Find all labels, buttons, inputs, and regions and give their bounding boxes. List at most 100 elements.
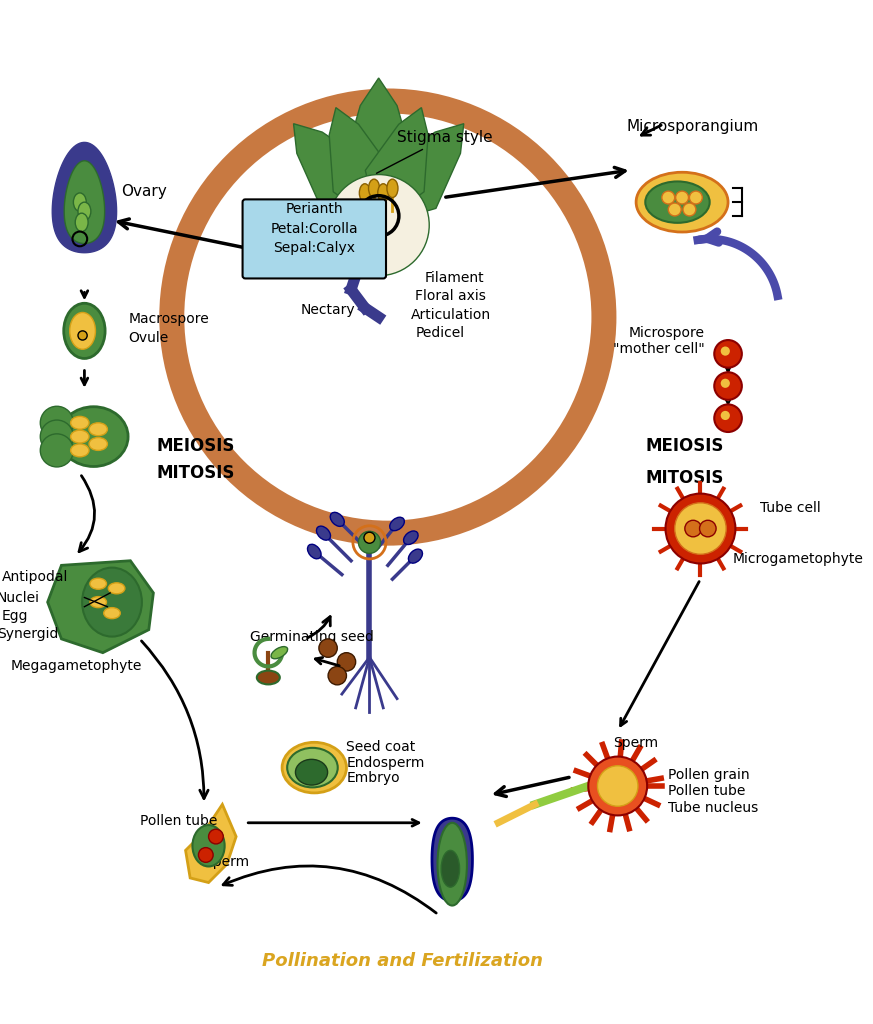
- Text: Stigma style: Stigma style: [376, 130, 492, 173]
- Ellipse shape: [78, 202, 91, 220]
- Polygon shape: [293, 124, 379, 225]
- Circle shape: [714, 340, 742, 368]
- Ellipse shape: [368, 179, 380, 198]
- Circle shape: [198, 848, 213, 862]
- Ellipse shape: [71, 430, 89, 443]
- Text: Pollen tube: Pollen tube: [669, 784, 746, 798]
- Circle shape: [40, 434, 73, 467]
- Text: Pollen tube: Pollen tube: [140, 814, 217, 827]
- Ellipse shape: [441, 850, 459, 887]
- Ellipse shape: [192, 825, 224, 866]
- Circle shape: [328, 667, 347, 685]
- Circle shape: [690, 191, 702, 204]
- Text: Embryo: Embryo: [347, 771, 400, 785]
- Ellipse shape: [89, 437, 107, 451]
- Ellipse shape: [645, 181, 710, 223]
- Ellipse shape: [71, 417, 89, 429]
- Text: Articulation: Articulation: [411, 308, 491, 322]
- Ellipse shape: [71, 444, 89, 457]
- Circle shape: [597, 766, 638, 806]
- Ellipse shape: [89, 423, 107, 435]
- Text: Pollination and Fertilization: Pollination and Fertilization: [262, 952, 543, 970]
- Ellipse shape: [64, 303, 105, 358]
- Text: Pollen grain: Pollen grain: [669, 768, 750, 781]
- Circle shape: [665, 494, 735, 563]
- Text: Germinating seed: Germinating seed: [250, 630, 374, 644]
- Circle shape: [721, 379, 730, 388]
- Text: Microgametophyte: Microgametophyte: [732, 552, 863, 565]
- Text: Tube cell: Tube cell: [760, 501, 821, 515]
- Text: Antipodal: Antipodal: [2, 570, 68, 584]
- Text: Sperm: Sperm: [204, 855, 249, 869]
- Text: Seed coat: Seed coat: [347, 740, 416, 754]
- Text: Synergid: Synergid: [0, 627, 58, 641]
- Polygon shape: [65, 161, 105, 244]
- Circle shape: [364, 532, 375, 544]
- Polygon shape: [329, 108, 392, 225]
- Text: Tube nucleus: Tube nucleus: [669, 801, 759, 815]
- Ellipse shape: [295, 760, 327, 785]
- Ellipse shape: [282, 742, 347, 793]
- Circle shape: [721, 346, 730, 355]
- Ellipse shape: [389, 517, 404, 530]
- Text: Floral axis: Floral axis: [416, 290, 486, 303]
- Circle shape: [675, 503, 726, 554]
- Polygon shape: [432, 818, 472, 901]
- Text: MEIOSIS: MEIOSIS: [156, 436, 235, 455]
- Polygon shape: [342, 78, 416, 225]
- Text: MEIOSIS: MEIOSIS: [645, 436, 724, 455]
- Ellipse shape: [75, 213, 88, 231]
- Ellipse shape: [437, 822, 467, 905]
- Ellipse shape: [316, 526, 331, 541]
- Text: MITOSIS: MITOSIS: [645, 469, 724, 486]
- Circle shape: [721, 411, 730, 420]
- Ellipse shape: [360, 183, 370, 202]
- Polygon shape: [186, 805, 236, 883]
- Circle shape: [714, 373, 742, 399]
- Circle shape: [359, 531, 381, 553]
- Circle shape: [319, 639, 337, 657]
- Text: Nuclei: Nuclei: [0, 591, 40, 605]
- Polygon shape: [379, 124, 464, 225]
- Text: Nectary: Nectary: [300, 303, 355, 317]
- Polygon shape: [365, 108, 428, 225]
- Circle shape: [40, 420, 73, 454]
- Ellipse shape: [636, 172, 728, 232]
- Text: MITOSIS: MITOSIS: [156, 464, 235, 482]
- Polygon shape: [48, 561, 154, 652]
- Text: Endosperm: Endosperm: [347, 756, 425, 770]
- Circle shape: [669, 203, 681, 216]
- Polygon shape: [52, 142, 117, 253]
- Ellipse shape: [257, 671, 280, 684]
- Circle shape: [40, 407, 73, 439]
- Ellipse shape: [307, 545, 321, 559]
- Ellipse shape: [90, 579, 107, 589]
- Ellipse shape: [330, 512, 344, 526]
- Ellipse shape: [378, 183, 388, 202]
- FancyBboxPatch shape: [243, 200, 386, 279]
- Circle shape: [78, 331, 87, 340]
- Text: Microsporangium: Microsporangium: [627, 120, 760, 134]
- Ellipse shape: [82, 567, 142, 637]
- Text: Egg: Egg: [2, 608, 28, 623]
- Text: Ovary: Ovary: [121, 183, 167, 199]
- Text: Perianth
Petal:Corolla
Sepal:Calyx: Perianth Petal:Corolla Sepal:Calyx: [271, 202, 358, 255]
- Text: Macrospore
Ovule: Macrospore Ovule: [128, 312, 210, 345]
- Circle shape: [684, 520, 701, 537]
- Text: Pedicel: Pedicel: [416, 327, 464, 340]
- Ellipse shape: [59, 407, 128, 467]
- Ellipse shape: [371, 257, 386, 266]
- Text: Filament: Filament: [424, 271, 485, 285]
- Ellipse shape: [73, 193, 86, 211]
- Ellipse shape: [287, 748, 338, 787]
- Text: Microspore
"mother cell": Microspore "mother cell": [614, 327, 705, 356]
- Circle shape: [714, 404, 742, 432]
- Ellipse shape: [409, 549, 423, 563]
- Text: Sperm: Sperm: [613, 736, 658, 751]
- Circle shape: [588, 757, 647, 815]
- Circle shape: [699, 520, 716, 537]
- Circle shape: [676, 191, 689, 204]
- Circle shape: [209, 829, 223, 844]
- Text: Megagametophyte: Megagametophyte: [10, 659, 142, 673]
- Ellipse shape: [403, 531, 418, 545]
